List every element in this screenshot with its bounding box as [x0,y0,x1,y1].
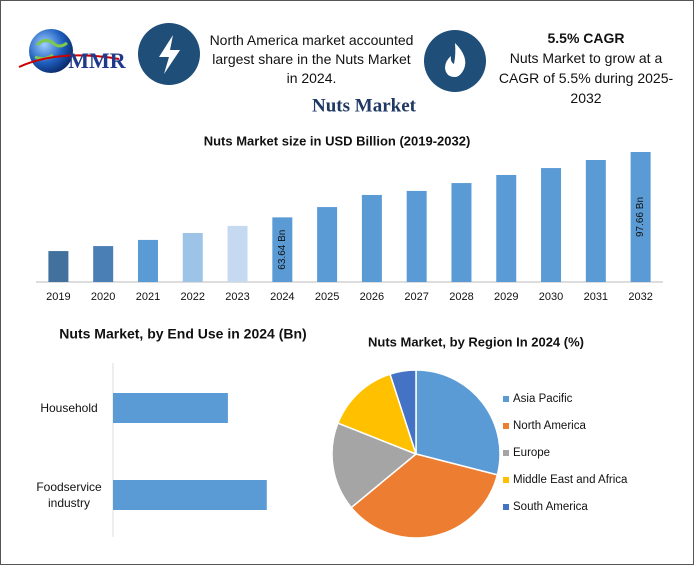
bar [541,168,562,282]
pie-slice [331,422,418,509]
bar [585,159,606,282]
x-tick-label: 2029 [494,291,518,303]
cagr-block: 5.5% CAGR Nuts Market to grow at a CAGR … [491,28,681,108]
bar [272,217,293,282]
x-tick-label: 2025 [315,291,339,303]
x-tick-label: 2019 [46,291,70,303]
pie-slice [350,453,499,539]
bar [113,393,228,423]
info-text: North America market accounted largest s… [209,32,414,86]
legend-swatch [503,450,509,456]
cagr-text: Nuts Market to grow at a CAGR of 5.5% du… [498,50,674,106]
legend-swatch [503,396,509,402]
data-label: 63.64 Bn [277,230,288,270]
bar [451,183,472,282]
chart-title: Nuts Market, by End Use in 2024 (Bn) [59,326,306,342]
y-tick-label: Foodservice industry [36,480,102,510]
x-tick-label: 2023 [225,291,249,303]
pie-slice [415,369,501,476]
cagr-title: 5.5% CAGR [547,30,625,46]
x-tick-label: 2027 [404,291,428,303]
x-tick-label: 2020 [91,291,115,303]
x-tick-label: 2022 [181,291,205,303]
legend-label: Europe [513,447,550,459]
x-tick-label: 2024 [270,291,294,303]
logo-text: MMR [68,48,127,73]
chart-title: Nuts Market size in USD Billion (2019-20… [204,133,471,148]
bolt-icon [138,23,200,85]
bar [406,190,427,282]
legend-swatch [503,477,509,483]
x-tick-label: 2028 [449,291,473,303]
x-tick-label: 2031 [584,291,608,303]
bar [361,194,382,282]
main-title: Nuts Market [312,95,417,116]
x-tick-label: 2032 [628,291,652,303]
legend-swatch [503,423,509,429]
legend-label: North America [513,420,586,432]
bar [137,239,158,282]
legend-label: South America [513,501,588,513]
x-tick-label: 2021 [136,291,160,303]
data-label: 97.66 Bn [635,197,646,237]
y-tick-label: Household [40,401,98,415]
bar [630,151,651,282]
legend-label: Asia Pacific [513,393,573,405]
pie-slice [389,369,417,455]
legend-label: Middle East and Africa [513,474,628,486]
bar [113,480,267,510]
bar [227,225,248,282]
chart-title: Nuts Market, by Region In 2024 (%) [368,334,584,349]
legend-swatch [503,504,509,510]
logo: MMR [18,29,127,73]
bar [93,246,114,282]
flame-icon [424,30,486,92]
bar [182,233,203,282]
bar [48,251,69,282]
bar [496,174,517,282]
bar [317,207,338,282]
x-tick-label: 2030 [539,291,563,303]
x-tick-label: 2026 [360,291,384,303]
